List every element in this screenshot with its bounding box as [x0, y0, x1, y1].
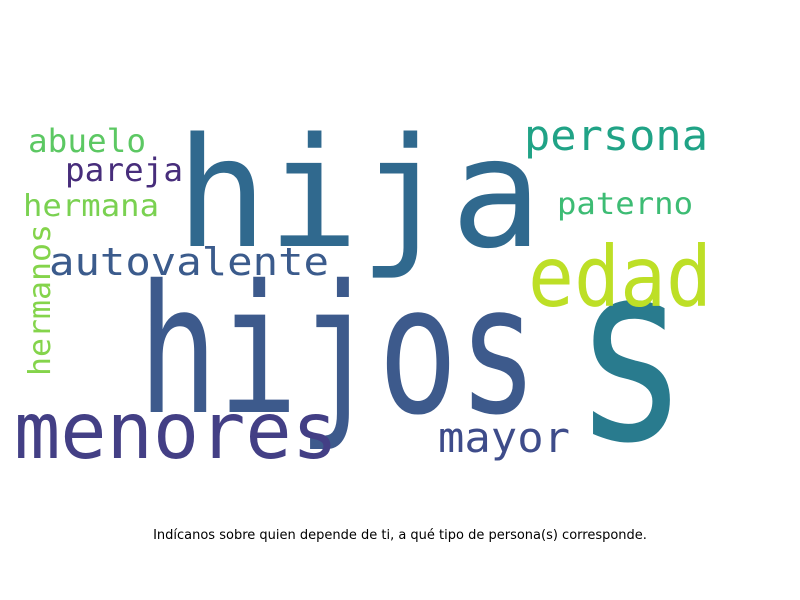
- word-hermanos: hermanos: [23, 224, 58, 376]
- word-s: s: [573, 210, 689, 498]
- word-hijos: hijos: [138, 247, 538, 454]
- word-edad: edad: [528, 228, 712, 326]
- word-abuelo: abuelo: [28, 122, 146, 160]
- word-hermana: hermana: [23, 189, 159, 224]
- word-hija: hija: [176, 105, 542, 282]
- figure-caption: Indícanos sobre quien depende de ti, a q…: [153, 528, 647, 543]
- word-paterno: paterno: [557, 187, 693, 222]
- word-pareja: pareja: [65, 151, 183, 189]
- word-autovalente: autovalente: [49, 240, 329, 284]
- word-mayor: mayor: [438, 413, 570, 462]
- word-menores: menores: [14, 387, 338, 477]
- word-persona: persona: [524, 111, 708, 160]
